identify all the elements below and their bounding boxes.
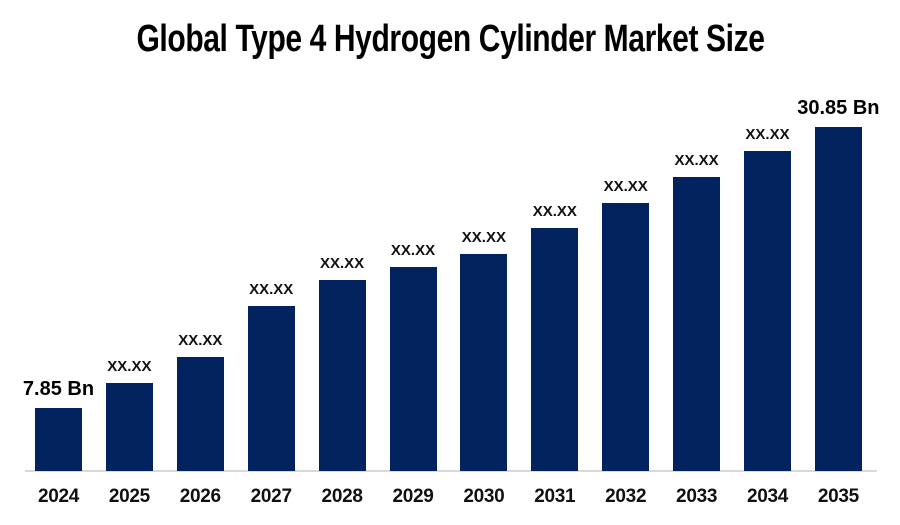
x-axis-label-2026: 2026 [179,486,221,507]
bar-2024 [35,408,82,471]
bar-2025 [105,383,153,471]
chart-title-wrap: Global Type 4 Hydrogen Cylinder Market S… [0,18,900,60]
x-axis-label-2030: 2030 [463,486,505,507]
bar-2032 [602,203,650,471]
bar-value-label-2030: XX.XX [461,229,506,246]
bar-2030 [460,254,508,471]
bar-value-label-2027: XX.XX [249,281,294,298]
bar-value-label-2029: XX.XX [390,242,436,259]
x-axis-label-2025: 2025 [108,486,150,507]
bar-2035 [814,127,862,471]
bar-value-label-2025: XX.XX [107,358,152,375]
bar-value-label-2032: XX.XX [603,178,648,195]
x-axis-label-2031: 2031 [534,486,576,507]
x-axis-label-2035: 2035 [817,486,859,507]
bar-2026 [176,357,224,471]
bar-value-label-2028: XX.XX [320,255,365,272]
bar-value-label-2035: 30.85 Bn [797,97,880,119]
bar-value-label-2024: 7.85 Bn [22,378,95,400]
x-axis-label-2033: 2033 [676,486,718,507]
x-axis-label-2034: 2034 [746,486,789,507]
bar-value-label-2033: XX.XX [674,152,719,169]
x-axis-line [25,470,877,472]
x-axis-label-2029: 2029 [392,486,434,507]
bar-2027 [247,306,295,471]
bar-2033 [673,177,721,471]
x-axis-label-2024: 2024 [37,486,80,507]
bar-value-label-2034: XX.XX [745,126,790,143]
chart-title: Global Type 4 Hydrogen Cylinder Market S… [135,18,765,60]
bar-2028 [318,280,366,471]
x-axis-label-2028: 2028 [321,486,363,507]
bar-value-label-2026: XX.XX [178,332,223,349]
bar-2034 [744,151,791,471]
x-axis-label-2027: 2027 [250,486,292,507]
bar-2029 [389,267,437,471]
bar-value-label-2031: XX.XX [532,203,577,220]
x-axis-label-2032: 2032 [605,486,647,507]
bar-2031 [531,228,579,471]
